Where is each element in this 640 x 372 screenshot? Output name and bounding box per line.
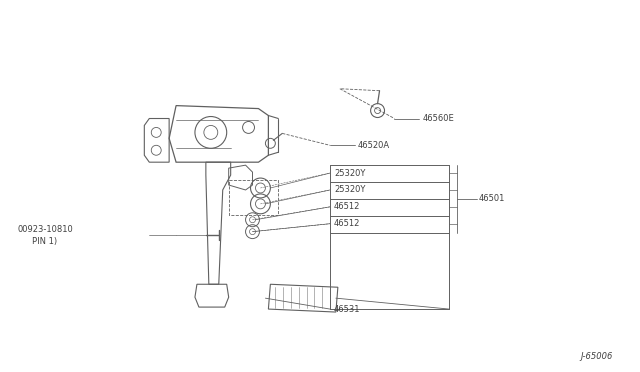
- Text: 46501: 46501: [479, 195, 505, 203]
- Text: 25320Y: 25320Y: [334, 169, 365, 177]
- Text: 46560E: 46560E: [422, 114, 454, 123]
- Text: 46512: 46512: [334, 202, 360, 211]
- Text: 46531: 46531: [334, 305, 360, 314]
- Text: 46512: 46512: [334, 219, 360, 228]
- Text: 25320Y: 25320Y: [334, 186, 365, 195]
- Text: 00923-10810: 00923-10810: [17, 225, 73, 234]
- Text: 46520A: 46520A: [358, 141, 390, 150]
- Text: PIN 1): PIN 1): [32, 237, 58, 246]
- Text: J-65006: J-65006: [580, 352, 612, 361]
